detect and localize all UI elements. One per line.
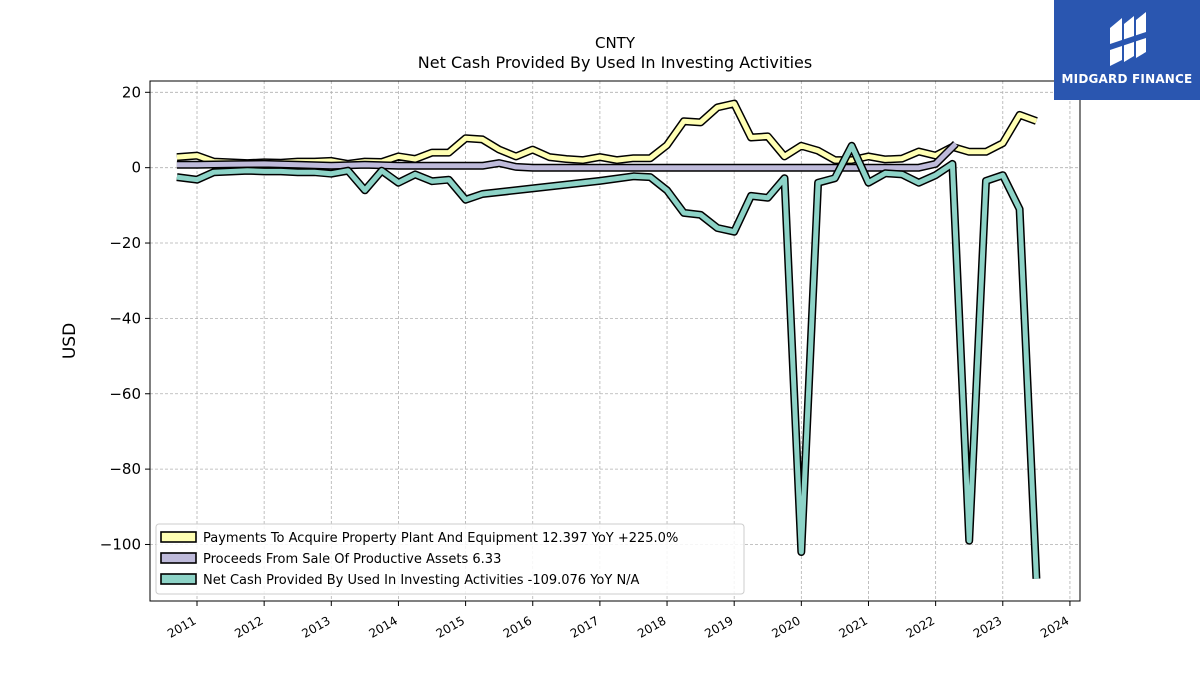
legend-label-0: Payments To Acquire Property Plant And E… — [203, 531, 678, 546]
x-tick-label: 2016 — [501, 613, 534, 640]
legend-swatch-0 — [160, 531, 197, 543]
plot-frame — [149, 80, 1081, 602]
legend: Payments To Acquire Property Plant And E… — [155, 523, 745, 595]
chart-subtitle: Net Cash Provided By Used In Investing A… — [418, 53, 812, 72]
x-tick-label: 2012 — [232, 613, 265, 640]
legend-label-2: Net Cash Provided By Used In Investing A… — [203, 573, 640, 588]
x-tick-label: 2020 — [769, 613, 802, 640]
x-tick-label: 2019 — [702, 613, 735, 640]
brand-logo: MIDGARD FINANCE — [1054, 0, 1200, 100]
y-tick-label: −60 — [109, 385, 141, 403]
x-tick-label: 2024 — [1038, 613, 1071, 640]
y-tick-label: 0 — [131, 159, 141, 177]
brand-name: MIDGARD FINANCE — [1061, 72, 1193, 86]
legend-swatch-1 — [160, 552, 197, 564]
legend-label-1: Proceeds From Sale Of Productive Assets … — [203, 552, 501, 567]
legend-box — [155, 523, 745, 595]
y-tick-label: −40 — [109, 309, 141, 327]
y-tick-label: 20 — [122, 83, 141, 101]
x-tick-label: 2022 — [904, 613, 937, 640]
x-tick-label: 2015 — [434, 613, 467, 640]
y-tick-label: −80 — [109, 460, 141, 478]
chart-title: CNTY — [595, 34, 636, 52]
x-tick-label: 2014 — [366, 613, 399, 640]
series-line-2 — [176, 143, 1039, 579]
x-tick-label: 2023 — [971, 613, 1004, 640]
x-tick-label: 2021 — [837, 613, 870, 640]
x-tick-label: 2018 — [635, 613, 668, 640]
y-tick-label: −100 — [100, 535, 141, 553]
midgard-logo-icon — [1110, 12, 1146, 66]
y-tick-label: −20 — [109, 234, 141, 252]
x-tick-label: 2013 — [299, 613, 332, 640]
y-axis-label: USD — [60, 323, 80, 359]
legend-swatch-2 — [160, 573, 197, 585]
series-line-outline-2 — [176, 141, 1041, 579]
series-layer — [176, 99, 1041, 579]
series-line-1 — [176, 142, 958, 171]
x-tick-label: 2011 — [165, 613, 198, 640]
x-tick-label: 2017 — [568, 613, 601, 640]
